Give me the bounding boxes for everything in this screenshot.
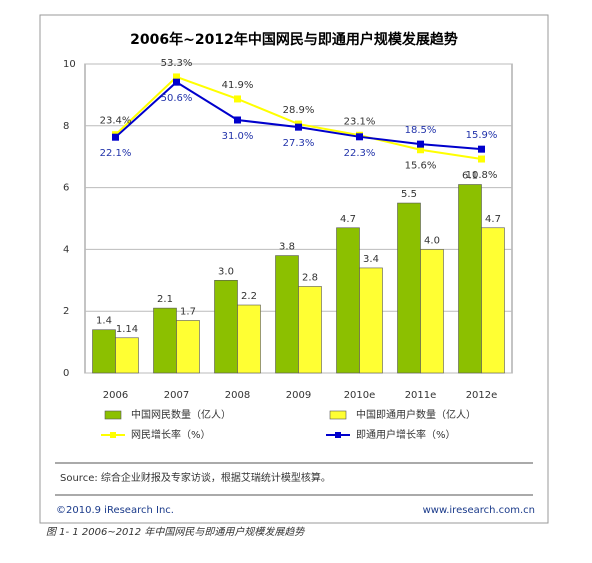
bar: [275, 255, 299, 374]
marker: [417, 140, 424, 148]
data-label: 1.14: [116, 324, 138, 335]
data-label: 4.0: [424, 235, 440, 246]
bar: [298, 286, 322, 374]
marker: [234, 95, 241, 103]
bar: [420, 249, 444, 374]
bar: [153, 307, 177, 374]
data-label: 15.9%: [466, 130, 498, 141]
marker: [478, 155, 485, 163]
legend-label: 中国网民数量（亿人）: [131, 408, 231, 421]
x-tick-label: 2009: [286, 390, 311, 401]
data-label: 2.1: [157, 294, 173, 305]
marker: [356, 133, 363, 141]
website: www.iresearch.com.cn: [423, 505, 535, 516]
data-label: 23.4%: [100, 116, 132, 127]
marker: [112, 133, 119, 141]
marker: [295, 123, 302, 131]
marker: [478, 145, 485, 153]
y-tick-label: 2: [63, 306, 69, 317]
copyright: ©2010.9 iResearch Inc.: [56, 505, 174, 516]
chart-title: 2006年~2012年中国网民与即通用户规模发展趋势: [130, 31, 458, 48]
caption: 图 1- 1 2006~2012 年中国网民与即通用户规模发展趋势: [46, 526, 305, 538]
y-tick-label: 4: [63, 244, 69, 255]
legend-swatch: [104, 410, 122, 420]
x-tick-label: 2008: [225, 390, 250, 401]
bar: [458, 184, 482, 374]
legend-label: 即通用户增长率（%）: [356, 428, 456, 441]
bar: [92, 329, 116, 374]
x-tick-label: 2006: [103, 390, 128, 401]
marker: [417, 146, 424, 154]
bar: [237, 304, 261, 374]
data-label: 15.6%: [405, 161, 437, 172]
data-label: 50.6%: [161, 93, 193, 104]
bar: [481, 227, 505, 374]
data-label: 3.8: [279, 242, 295, 253]
data-label: 27.3%: [283, 138, 315, 149]
x-tick-label: 2010e: [344, 390, 376, 401]
bar: [397, 202, 421, 374]
data-label: 3.0: [218, 266, 234, 277]
bar: [115, 337, 139, 374]
data-label: 28.9%: [283, 105, 315, 116]
y-tick-label: 8: [63, 121, 69, 132]
legend-swatch: [329, 410, 347, 420]
x-tick-label: 2007: [164, 390, 189, 401]
bar: [176, 320, 200, 374]
bar: [336, 227, 360, 374]
y-tick-label: 0: [63, 368, 69, 379]
x-tick-label: 2012e: [466, 390, 498, 401]
data-label: 3.4: [363, 254, 379, 265]
data-label: 2.2: [241, 291, 257, 302]
data-label: 2.8: [302, 272, 318, 283]
legend-label: 中国即通用户数量（亿人）: [356, 408, 476, 421]
x-tick-label: 2011e: [405, 390, 437, 401]
data-label: 41.9%: [222, 80, 254, 91]
legend-swatch: [335, 432, 341, 438]
data-label: 4.7: [485, 214, 501, 225]
data-label: 31.0%: [222, 131, 254, 142]
data-label: 10.8%: [466, 170, 498, 181]
bar: [359, 267, 383, 374]
data-label: 22.1%: [100, 148, 132, 159]
source: Source: 综合企业财报及专家访谈，根据艾瑞统计模型核算。: [60, 471, 331, 484]
bar: [214, 279, 238, 374]
data-label: 1.4: [96, 316, 112, 327]
data-label: 1.7: [180, 306, 196, 317]
data-label: 22.3%: [344, 148, 376, 159]
data-label: 5.5: [401, 189, 417, 200]
data-label: 23.1%: [344, 116, 376, 127]
data-label: 6.1: [462, 171, 478, 182]
data-label: 18.5%: [405, 125, 437, 136]
data-label: 53.3%: [161, 58, 193, 69]
y-tick-label: 10: [63, 59, 76, 70]
legend-label: 网民增长率（%）: [131, 428, 211, 441]
marker: [234, 116, 241, 124]
marker: [173, 78, 180, 86]
marker: [173, 73, 180, 81]
legend-swatch: [110, 432, 116, 438]
y-tick-label: 6: [63, 183, 69, 194]
data-label: 4.7: [340, 214, 356, 225]
